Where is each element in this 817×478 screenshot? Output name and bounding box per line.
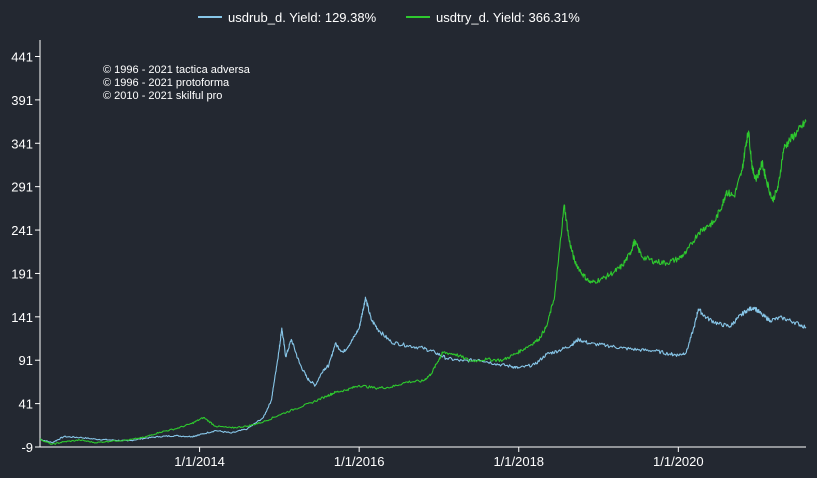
y-axis: -9 41 91 141 191 241 291 341 391 441: [11, 40, 41, 455]
legend-label-usdtry: usdtry_d. Yield: 366.31%: [436, 10, 580, 25]
legend: usdrub_d. Yield: 129.38% usdtry_d. Yield…: [198, 10, 580, 25]
series-line-0: [39, 296, 807, 444]
y-tick-label: 41: [19, 397, 33, 412]
y-tick-label: 241: [11, 223, 33, 238]
copyright-line: © 1996 - 2021 tactica adversa: [103, 64, 251, 76]
x-axis: 1/1/2014 1/1/2016 1/1/2018 1/1/2020: [40, 446, 806, 469]
y-tick-label: 191: [11, 266, 33, 281]
plot-area: [39, 119, 807, 445]
y-tick-label: 141: [11, 310, 33, 325]
x-tick-label: 1/1/2014: [174, 454, 225, 469]
y-tick-label: 341: [11, 136, 33, 151]
y-tick-label: 391: [11, 93, 33, 108]
copyright-line: © 1996 - 2021 protoforma: [103, 77, 230, 89]
x-tick-label: 1/1/2018: [493, 454, 544, 469]
x-tick-label: 1/1/2020: [653, 454, 704, 469]
x-tick-label: 1/1/2016: [334, 454, 385, 469]
copyright-line: © 2010 - 2021 skilful pro: [103, 90, 222, 102]
y-tick-label: -9: [21, 440, 33, 455]
y-tick-label: 441: [11, 49, 33, 64]
y-tick-label: 291: [11, 180, 33, 195]
series-line-1: [39, 119, 807, 445]
y-tick-label: 91: [19, 353, 33, 368]
legend-label-usdrub: usdrub_d. Yield: 129.38%: [228, 10, 377, 25]
copyright-notes: © 1996 - 2021 tactica adversa © 1996 - 2…: [103, 64, 251, 102]
